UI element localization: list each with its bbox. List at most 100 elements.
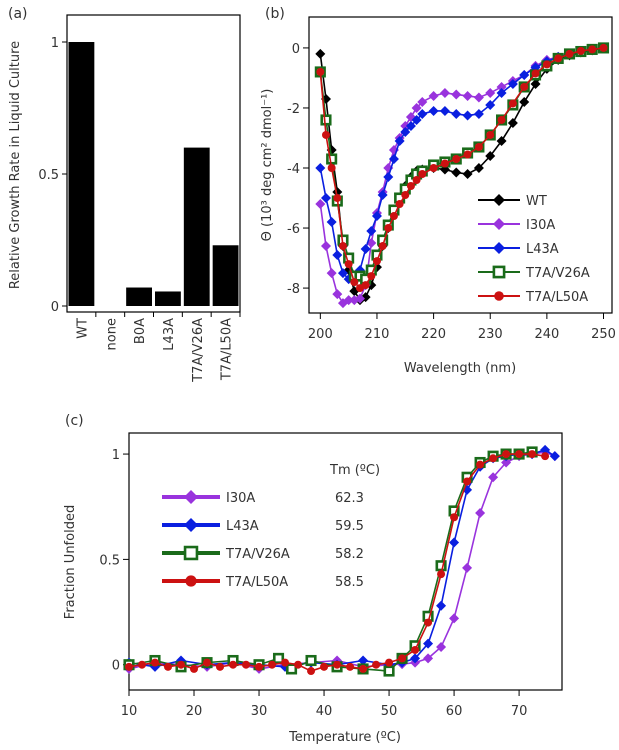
panel-c-data-point-t7a-l50a: [216, 662, 225, 671]
panel-b-data-point-i30a: [473, 92, 484, 103]
panel-b-data-point-t7a-l50a: [327, 164, 336, 173]
panel-b-data-point-l43a: [337, 268, 348, 279]
panel-c-x-tick-label: 40: [316, 704, 333, 719]
panel-b-data-point-i30a: [354, 293, 365, 304]
panel-b-data-point-t7a-l50a: [554, 54, 563, 63]
panel-b-series-t7a-l50a: [316, 43, 608, 293]
panel-b-y-tick-label: -2: [287, 102, 300, 117]
panel-b-data-point-wt: [496, 135, 507, 146]
panel-b-legend-item-i30a: I30A: [478, 218, 555, 233]
panel-a-y-tick-label: 1: [51, 36, 59, 51]
panel-b-legend-label: T7A/V26A: [525, 266, 590, 281]
panel-b-data-point-t7a-v26a: [326, 153, 338, 165]
panel-c-data-point-l43a: [358, 655, 369, 666]
panel-b-data-point-i30a: [343, 295, 354, 306]
panel-c-data-point-l43a: [540, 444, 551, 455]
panel-b-data-point-t7a-l50a: [440, 159, 449, 168]
panel-c-series-line-t7a-v26a: [128, 451, 533, 672]
panel-b-data-point-l43a: [366, 226, 377, 237]
panel-c-legend-tm-value: 58.5: [335, 575, 364, 590]
panel-c-x-tick-label: 60: [446, 704, 463, 719]
panel-b-data-point-i30a: [417, 96, 428, 107]
panel-b-legend-item-wt: WT: [478, 194, 547, 209]
panel-b-data-point-i30a: [326, 268, 337, 279]
panel-b-data-point-t7a-l50a: [367, 272, 376, 281]
panel-b-data-point-t7a-l50a: [463, 150, 472, 159]
panel-b-data-point-l43a: [315, 163, 326, 174]
panel-c-series-t7a-l50a: [125, 450, 550, 676]
panel-b-data-point-i30a: [411, 102, 422, 113]
panel-a-y-tick-label: 0: [51, 300, 59, 315]
panel-b-data-point-t7a-l50a: [389, 212, 398, 221]
panel-b-data-point-t7a-l50a: [412, 176, 421, 185]
panel-b-data-point-l43a: [462, 110, 473, 121]
panel-c-data-point-t7a-v26a: [435, 560, 447, 572]
panel-b-data-point-l43a: [394, 135, 405, 146]
panel-b-x-tick-label: 240: [534, 327, 559, 342]
panel-c-data-point-t7a-l50a: [398, 654, 407, 663]
panel-c-data-point-t7a-l50a: [151, 658, 160, 667]
panel-b-x-tick-label: 230: [478, 327, 503, 342]
panel-c-data-point-i30a: [449, 613, 460, 624]
panel-c-legend-label: L43A: [226, 519, 259, 534]
panel-b-y-tick-label: -6: [287, 222, 300, 237]
panel-b-data-point-l43a: [519, 69, 530, 80]
panel-b-data-point-t7a-l50a: [576, 46, 585, 55]
panel-c-legend-tm-header: Tm (ºC): [329, 463, 380, 478]
panel-b-data-point-wt: [473, 163, 484, 174]
panel-c-x-tick-label: 30: [251, 704, 268, 719]
panel-c-data-point-t7a-l50a: [294, 660, 303, 669]
panel-c-data-point-i30a: [488, 472, 499, 483]
panel-b-x-axis-title: Wavelength (nm): [404, 361, 516, 376]
panel-c-data-point-t7a-l50a: [242, 660, 251, 669]
panel-c-data-point-t7a-l50a: [541, 452, 550, 461]
panel-a-y-tick-label: 0.5: [38, 168, 59, 183]
panel-b-data-point-i30a: [451, 89, 462, 100]
panel-b-data-point-i30a: [428, 90, 439, 101]
panel-c-data-point-t7a-l50a: [463, 477, 472, 486]
panel-c-data-point-t7a-l50a: [515, 450, 524, 459]
panel-c-data-point-t7a-l50a: [385, 658, 394, 667]
panel-b-data-point-t7a-l50a: [486, 130, 495, 139]
panel-b-data-point-wt: [462, 169, 473, 180]
panel-c-data-point-t7a-l50a: [333, 660, 342, 669]
panel-b-data-point-t7a-l50a: [338, 242, 347, 251]
panel-b-data-point-t7a-l50a: [344, 260, 353, 269]
panel-b-data-point-l43a: [377, 190, 388, 201]
panel-b-legend-label: WT: [526, 194, 547, 209]
panel-c-data-point-t7a-l50a: [450, 513, 459, 522]
panel-a-category-label: B0A: [133, 318, 148, 344]
panel-a-bar-t7a-v26a: [183, 147, 210, 306]
panel-c-x-axis-title: Temperature (ºC): [288, 730, 401, 745]
panel-c-legend-item-l43a: L43A 59.5: [162, 518, 364, 534]
panel-b-data-point-t7a-l50a: [508, 99, 517, 108]
panel-b-data-point-t7a-l50a: [395, 200, 404, 209]
panel-b-data-point-t7a-l50a: [418, 170, 427, 179]
panel-b-data-point-i30a: [315, 199, 326, 210]
panel-c-legend-label: I30A: [226, 491, 255, 506]
panel-a-bar-wt: [68, 42, 95, 306]
panel-b-data-point-t7a-l50a: [452, 154, 461, 163]
panel-c-data-point-t7a-l50a: [489, 454, 498, 463]
panel-b-data-point-t7a-l50a: [565, 49, 574, 58]
panel-b-legend-marker: [492, 265, 506, 279]
panel-a-y-axis-title: Relative Growth Rate in Liquid Culture: [8, 41, 23, 289]
panel-b-data-point-wt: [451, 167, 462, 178]
panel-b-data-point-wt: [332, 187, 343, 198]
panel-c-legend-label: T7A/L50A: [225, 575, 288, 590]
panel-c-legend-marker: [183, 545, 199, 561]
panel-b-data-point-i30a: [462, 90, 473, 101]
panel-c-data-point-t7a-l50a: [320, 662, 329, 671]
panel-c-data-point-t7a-v26a: [383, 665, 395, 677]
panel-c-x-tick-label: 50: [381, 704, 398, 719]
panel-a-bar-b0a: [126, 287, 152, 306]
panel-b-label: (b): [265, 6, 285, 22]
panel-b-data-point-l43a: [496, 87, 507, 98]
panel-c-data-point-l43a: [436, 600, 447, 611]
panel-c-data-point-t7a-l50a: [502, 450, 511, 459]
panel-b-data-point-t7a-l50a: [316, 67, 325, 76]
panel-b-legend-marker: [493, 218, 505, 230]
panel-b-series-line-t7a-v26a: [319, 47, 604, 281]
panel-c-legend-marker: [184, 490, 198, 504]
panel-c-data-point-i30a: [423, 653, 434, 664]
